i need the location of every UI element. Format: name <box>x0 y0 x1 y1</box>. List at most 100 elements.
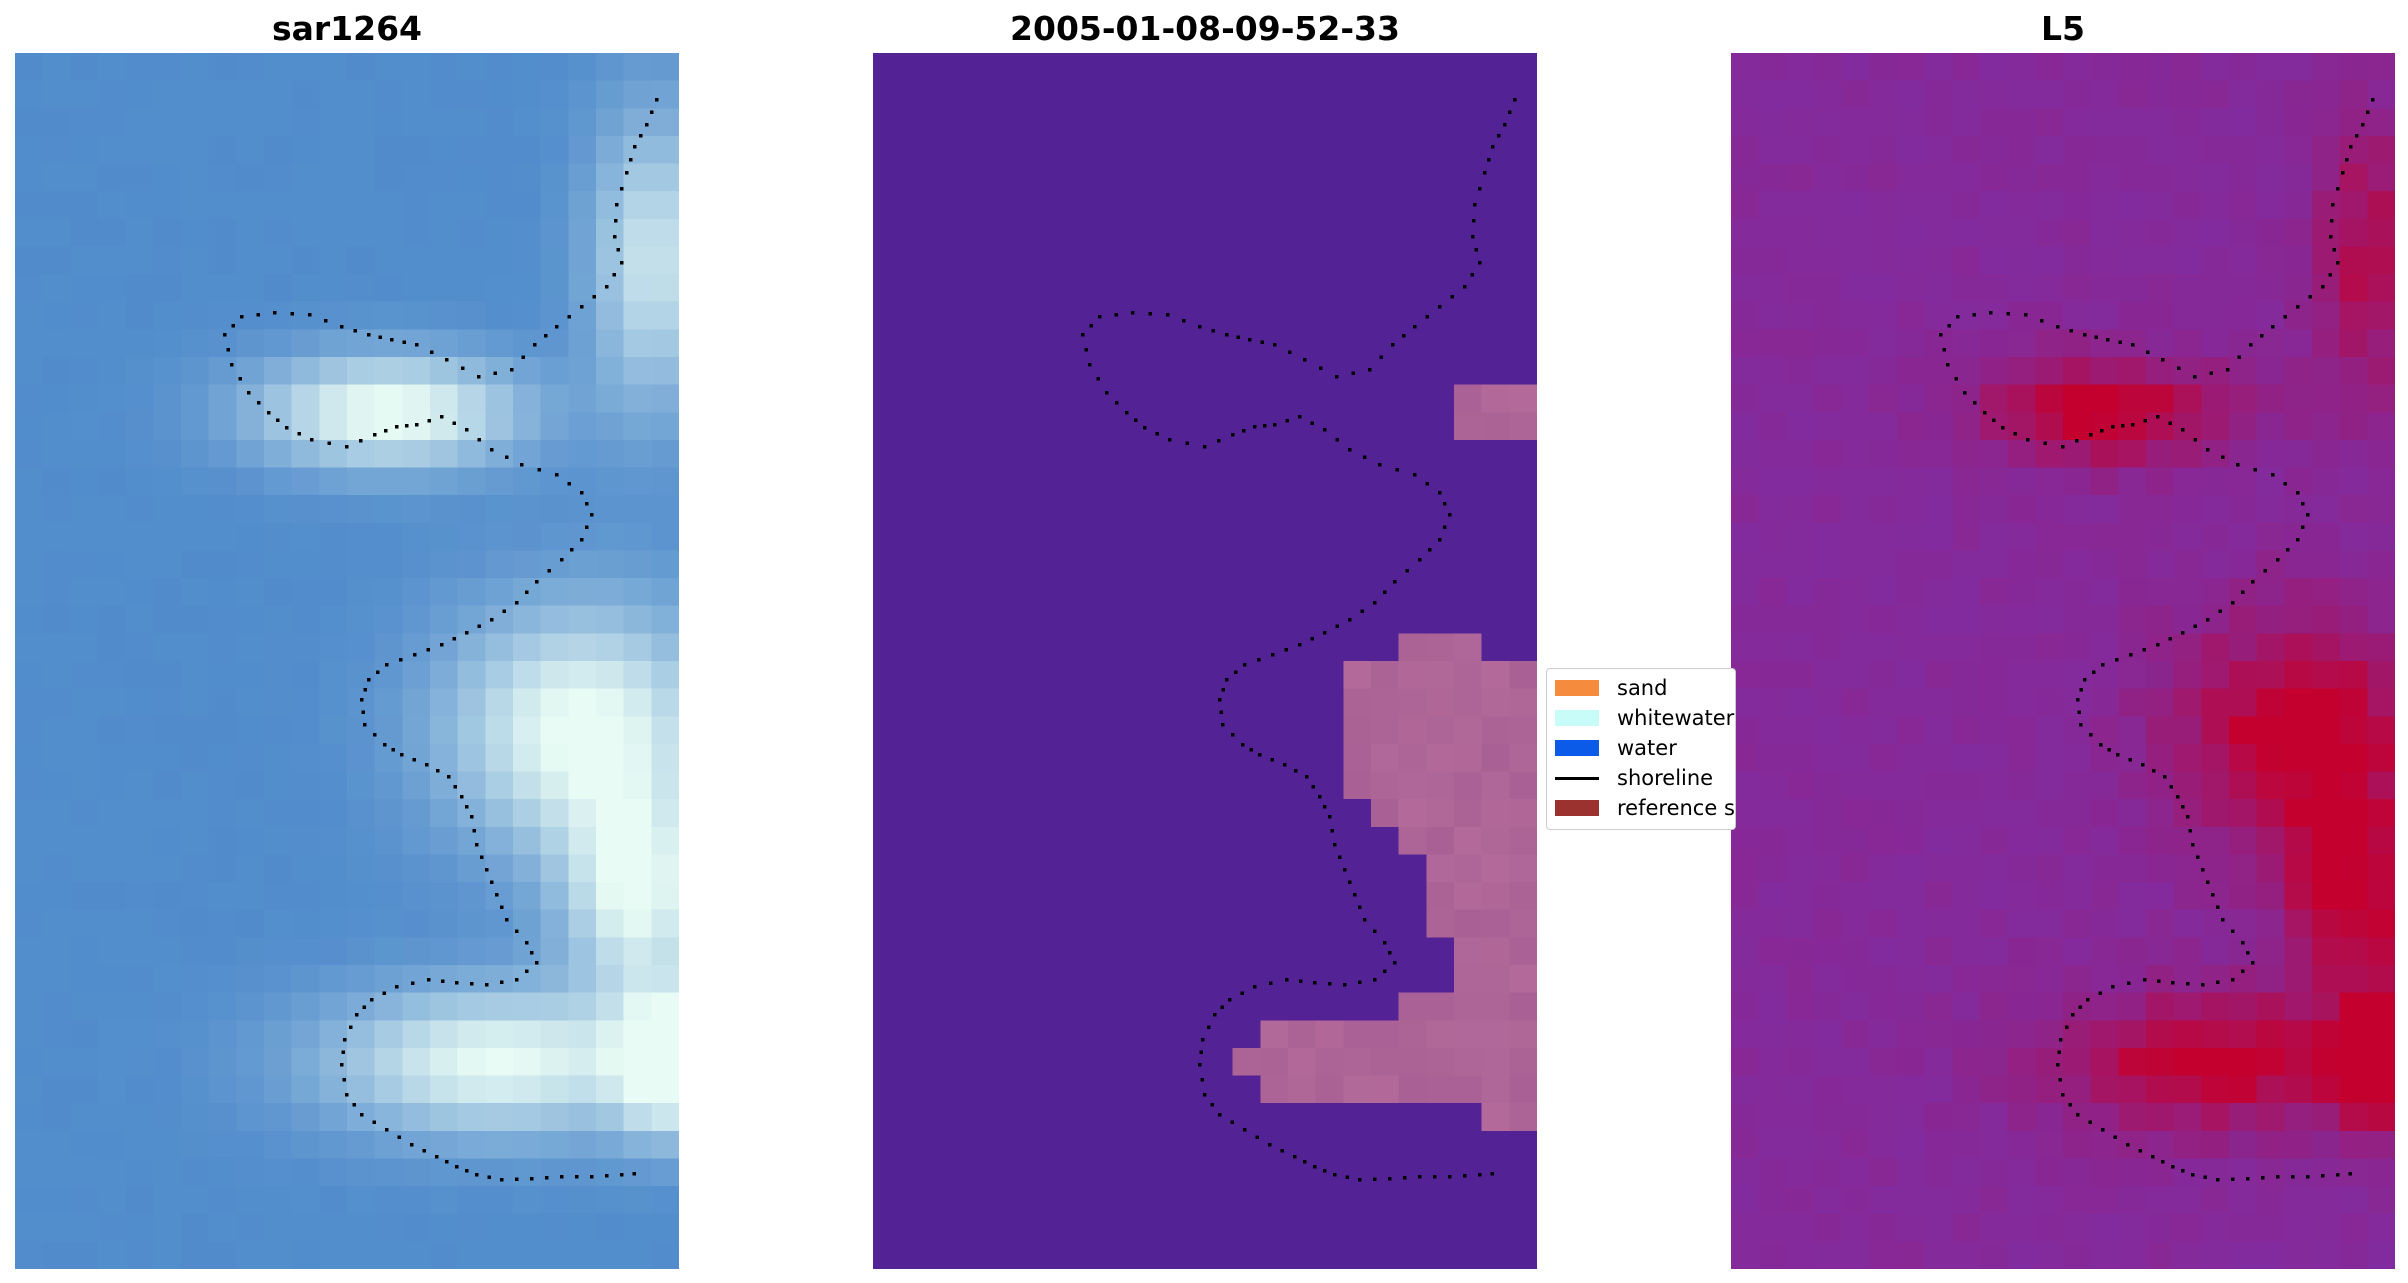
shoreline-dot <box>545 1176 549 1180</box>
shoreline-dot <box>2361 123 2365 127</box>
shoreline-dot <box>383 743 387 747</box>
shoreline-dot <box>2366 110 2370 114</box>
shoreline-dot <box>632 1172 636 1176</box>
shoreline-dot <box>2276 558 2280 562</box>
shoreline-dot <box>1358 980 1362 984</box>
shoreline-dot <box>1096 377 1100 381</box>
shoreline-dot <box>1230 1120 1234 1124</box>
shoreline-dot <box>2101 1128 2105 1132</box>
shoreline-dot <box>2241 941 2245 945</box>
shoreline-dot <box>1166 313 1170 317</box>
shoreline-dot <box>367 678 371 682</box>
rgb-image <box>15 53 679 1269</box>
shoreline-dot <box>1236 335 1240 339</box>
shoreline-dot <box>1989 311 1993 315</box>
shoreline-dot <box>2024 313 2028 317</box>
shoreline-dot <box>1323 805 1327 809</box>
shoreline-dot <box>1310 637 1314 641</box>
shoreline-dot <box>555 325 559 329</box>
shoreline-dot <box>1243 1128 1247 1132</box>
shoreline-dot <box>340 325 344 329</box>
shoreline-dot <box>2040 319 2044 323</box>
shoreline-dot <box>1373 1177 1377 1181</box>
shoreline-dot <box>2231 978 2235 982</box>
shoreline-dot <box>620 261 624 265</box>
shoreline-dot <box>639 134 643 138</box>
shoreline-dot <box>1463 1174 1467 1178</box>
legend-label: reference s <box>1617 796 1735 820</box>
shoreline-dot <box>2251 580 2255 584</box>
shoreline-line-swatch <box>1555 776 1599 780</box>
shoreline-dot <box>2201 868 2205 872</box>
shoreline-dot <box>560 1175 564 1179</box>
shoreline-dot <box>2143 419 2147 423</box>
shoreline-dot <box>415 423 419 427</box>
shoreline-dot <box>1105 391 1109 395</box>
shoreline-dot <box>1425 315 1429 319</box>
panel-title-ndwi: L5 <box>2041 9 2085 48</box>
shoreline-dot <box>427 978 431 982</box>
shoreline-dot <box>2113 1135 2117 1139</box>
shoreline-dot <box>422 1149 426 1153</box>
shoreline-dot <box>426 648 430 652</box>
shoreline-dot <box>580 305 584 309</box>
shoreline-dot <box>2201 983 2205 987</box>
shoreline-dot <box>2092 670 2096 674</box>
rgb-image-panel <box>15 53 679 1269</box>
shoreline-dot <box>2231 1177 2235 1181</box>
shoreline-dot <box>490 448 494 452</box>
shoreline-dot <box>1363 455 1367 459</box>
shoreline-dot <box>1373 978 1377 982</box>
shoreline-dot <box>2076 698 2080 702</box>
shoreline-dot <box>273 311 277 315</box>
shoreline-dot <box>445 358 449 362</box>
legend-label: shoreline <box>1617 766 1714 790</box>
shoreline-dot <box>1231 733 1235 737</box>
shoreline-dot <box>440 643 444 647</box>
shoreline-dot <box>1319 366 1323 370</box>
shoreline-dot <box>2260 334 2264 338</box>
shoreline-dot <box>1330 829 1334 833</box>
shoreline-dot <box>427 419 431 423</box>
shoreline-dot <box>405 424 409 428</box>
shoreline-dot <box>230 363 234 367</box>
shoreline-dot <box>2188 829 2192 833</box>
shoreline-dot <box>385 1128 389 1132</box>
shoreline-dot <box>560 558 564 562</box>
shoreline-dot <box>2263 569 2267 573</box>
shoreline-dot <box>1418 1175 1422 1179</box>
shoreline-dot <box>1470 273 1474 277</box>
shoreline-dot <box>2241 969 2245 973</box>
shoreline-dot <box>2057 1050 2061 1054</box>
shoreline-dot <box>1268 1143 1272 1147</box>
shoreline-dot <box>1393 961 1397 965</box>
shoreline-dot <box>447 775 451 779</box>
shoreline-dot <box>2083 678 2087 682</box>
shoreline-dot <box>1335 624 1339 628</box>
shoreline-dot <box>1343 868 1347 872</box>
shoreline-dot <box>2181 1169 2185 1173</box>
shoreline-dot <box>372 1120 376 1124</box>
shoreline-dot <box>360 1113 364 1117</box>
shoreline-dot <box>2075 439 2079 443</box>
shoreline-dot <box>465 428 469 432</box>
shoreline-dot <box>1263 424 1267 428</box>
shoreline-dot <box>2306 513 2310 517</box>
shoreline-dot <box>2209 371 2213 375</box>
shoreline-dot <box>390 338 394 342</box>
shoreline-dot <box>2329 235 2333 239</box>
shoreline-overlay <box>1939 98 2375 1182</box>
shoreline-dot <box>1972 313 1976 317</box>
shoreline-dot <box>1393 580 1397 584</box>
classified-image-panel <box>873 53 1537 1269</box>
shoreline-dot <box>590 513 594 517</box>
shoreline-dot <box>533 343 537 347</box>
shoreline-dot <box>2308 295 2312 299</box>
shoreline-dot <box>1305 775 1309 779</box>
shoreline-dot <box>2206 880 2210 884</box>
shoreline-dot <box>412 758 416 762</box>
shoreline-dot <box>2098 991 2102 995</box>
shoreline-dot <box>1098 315 1102 319</box>
shoreline-dot <box>1253 425 1257 429</box>
shoreline-dot <box>1513 98 1517 102</box>
